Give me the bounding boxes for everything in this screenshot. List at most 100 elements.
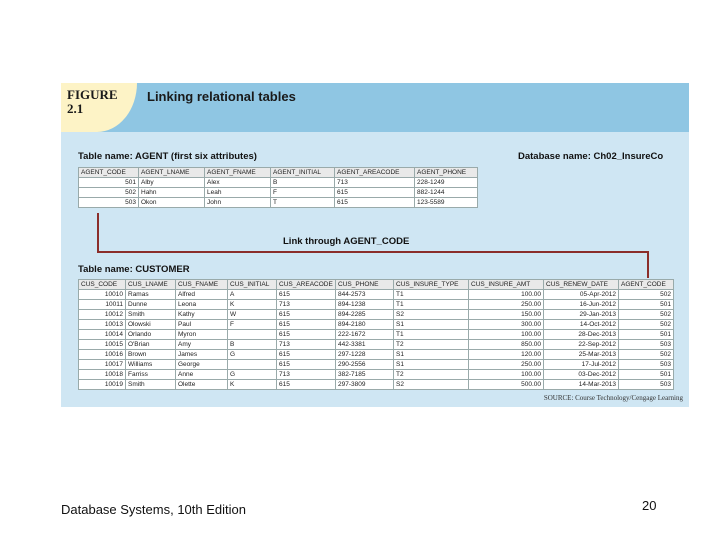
customer-cell: 10016 xyxy=(78,349,126,360)
customer-cell: Orlando xyxy=(125,329,176,340)
customer-cell: 250.00 xyxy=(468,359,544,370)
customer-cell: 615 xyxy=(276,329,336,340)
customer-cell: T2 xyxy=(393,339,469,350)
customer-cell: 250.00 xyxy=(468,299,544,310)
customer-cell: T2 xyxy=(393,369,469,380)
customer-cell: Paul xyxy=(175,319,228,330)
agent-table-body: 501 Alby Alex B 713 228-1249 502 Hahn Leah F 615 88… xyxy=(78,177,478,208)
customer-cell: 500.00 xyxy=(468,379,544,390)
customer-cell: 503 xyxy=(618,339,674,350)
customer-cell: 300.00 xyxy=(468,319,544,330)
customer-cell: 25-Mar-2013 xyxy=(543,349,619,360)
customer-header-cell: CUS_FNAME xyxy=(175,279,228,290)
customer-cell: George xyxy=(175,359,228,370)
customer-cell: S2 xyxy=(393,309,469,320)
customer-header-cell: CUS_CODE xyxy=(78,279,126,290)
customer-cell: W xyxy=(227,309,277,320)
customer-cell: 10011 xyxy=(78,299,126,310)
agent-header-cell: AGENT_CODE xyxy=(78,167,139,178)
customer-cell: S1 xyxy=(393,359,469,370)
agent-cell: 882-1244 xyxy=(414,187,478,198)
customer-table-row: 10013 Olowski Paul F 615 894-2180 S1 300.00 14-O… xyxy=(78,319,674,330)
customer-cell: 05-Apr-2012 xyxy=(543,289,619,300)
customer-table-row: 10011 Dunne Leona K 713 894-1238 T1 250.00 16-Ju… xyxy=(78,299,674,310)
customer-cell: Farriss xyxy=(125,369,176,380)
customer-cell: O'Brian xyxy=(125,339,176,350)
link-line-agent-left xyxy=(97,213,99,253)
link-line-customer-right xyxy=(647,251,649,278)
customer-header-cell: CUS_PHONE xyxy=(335,279,394,290)
customer-cell: 615 xyxy=(276,349,336,360)
customer-table-row: 10014 Orlando Myron 615 222-1672 T1 100.00 28-D… xyxy=(78,329,674,340)
customer-cell: 297-3809 xyxy=(335,379,394,390)
agent-cell: 713 xyxy=(334,177,415,188)
customer-cell: 100.00 xyxy=(468,289,544,300)
customer-table-row: 10015 O'Brian Amy B 713 442-3381 T2 850.00 22-Se… xyxy=(78,339,674,350)
customer-cell: Brown xyxy=(125,349,176,360)
figure-label-word: FIGURE xyxy=(67,87,118,102)
customer-cell: G xyxy=(227,349,277,360)
customer-cell xyxy=(227,329,277,340)
agent-table-row: 503 Okon John T 615 123-5589 xyxy=(78,197,478,208)
agent-table-row: 502 Hahn Leah F 615 882-1244 xyxy=(78,187,478,198)
customer-cell: 894-1238 xyxy=(335,299,394,310)
customer-cell: 442-3381 xyxy=(335,339,394,350)
customer-cell: 100.00 xyxy=(468,329,544,340)
customer-header-cell: CUS_INSURE_TYPE xyxy=(393,279,469,290)
customer-cell: 17-Jul-2012 xyxy=(543,359,619,370)
customer-cell: S1 xyxy=(393,319,469,330)
customer-table-row: 10010 Ramas Alfred A 615 844-2573 T1 100.00 05-A… xyxy=(78,289,674,300)
customer-cell: S1 xyxy=(393,349,469,360)
agent-table: AGENT_CODE AGENT_LNAME AGENT_FNAME AGENT_IN… xyxy=(78,167,478,208)
customer-cell: 10017 xyxy=(78,359,126,370)
customer-cell: 503 xyxy=(618,379,674,390)
customer-cell: 502 xyxy=(618,289,674,300)
agent-header-cell: AGENT_PHONE xyxy=(414,167,478,178)
customer-cell: 222-1672 xyxy=(335,329,394,340)
customer-cell: 615 xyxy=(276,289,336,300)
agent-header-cell: AGENT_INITIAL xyxy=(270,167,335,178)
customer-table-row: 10012 Smith Kathy W 615 894-2285 S2 150.00 29-Ja… xyxy=(78,309,674,320)
footer-book-title: Database Systems, 10th Edition xyxy=(61,502,246,517)
customer-cell: 297-1228 xyxy=(335,349,394,360)
customer-header-cell: CUS_AREACODE xyxy=(276,279,336,290)
agent-table-caption: Table name: AGENT (first six attributes) xyxy=(78,151,257,162)
customer-cell: K xyxy=(227,379,277,390)
agent-header-row: AGENT_CODE AGENT_LNAME AGENT_FNAME AGENT_IN… xyxy=(78,167,478,178)
customer-cell: Dunne xyxy=(125,299,176,310)
customer-table-body: 10010 Ramas Alfred A 615 844-2573 T1 100.00 05-A… xyxy=(78,289,674,390)
customer-cell: Olette xyxy=(175,379,228,390)
customer-cell: F xyxy=(227,319,277,330)
agent-cell: Leah xyxy=(204,187,271,198)
agent-cell: Okon xyxy=(138,197,205,208)
customer-cell: 28-Dec-2013 xyxy=(543,329,619,340)
customer-cell xyxy=(227,359,277,370)
customer-cell: Smith xyxy=(125,379,176,390)
customer-cell: 501 xyxy=(618,329,674,340)
customer-header-cell: CUS_RENEW_DATE xyxy=(543,279,619,290)
figure-title: Linking relational tables xyxy=(147,89,296,104)
customer-cell: Williams xyxy=(125,359,176,370)
figure-panel: FIGURE 2.1 Linking relational tables Tab… xyxy=(61,83,689,407)
customer-cell: 10015 xyxy=(78,339,126,350)
agent-cell: 502 xyxy=(78,187,139,198)
customer-cell: 14-Mar-2013 xyxy=(543,379,619,390)
customer-cell: Alfred xyxy=(175,289,228,300)
customer-header-cell: CUS_INSURE_AMT xyxy=(468,279,544,290)
customer-cell: 713 xyxy=(276,369,336,380)
source-credit: SOURCE: Course Technology/Cengage Learni… xyxy=(543,394,683,402)
customer-header-row: CUS_CODE CUS_LNAME CUS_FNAME CUS_INITIAL CUS… xyxy=(78,279,674,290)
customer-cell: 502 xyxy=(618,349,674,360)
customer-cell: 382-7185 xyxy=(335,369,394,380)
customer-cell: S2 xyxy=(393,379,469,390)
customer-cell: 894-2285 xyxy=(335,309,394,320)
agent-cell: 123-5589 xyxy=(414,197,478,208)
customer-table: CUS_CODE CUS_LNAME CUS_FNAME CUS_INITIAL CUS… xyxy=(78,279,674,390)
customer-header-cell: AGENT_CODE xyxy=(618,279,674,290)
customer-cell: 713 xyxy=(276,299,336,310)
customer-cell: 100.00 xyxy=(468,369,544,380)
customer-cell: 615 xyxy=(276,359,336,370)
figure-header: FIGURE 2.1 Linking relational tables xyxy=(61,83,689,132)
customer-cell: 14-Oct-2012 xyxy=(543,319,619,330)
page-number: 20 xyxy=(642,498,657,513)
